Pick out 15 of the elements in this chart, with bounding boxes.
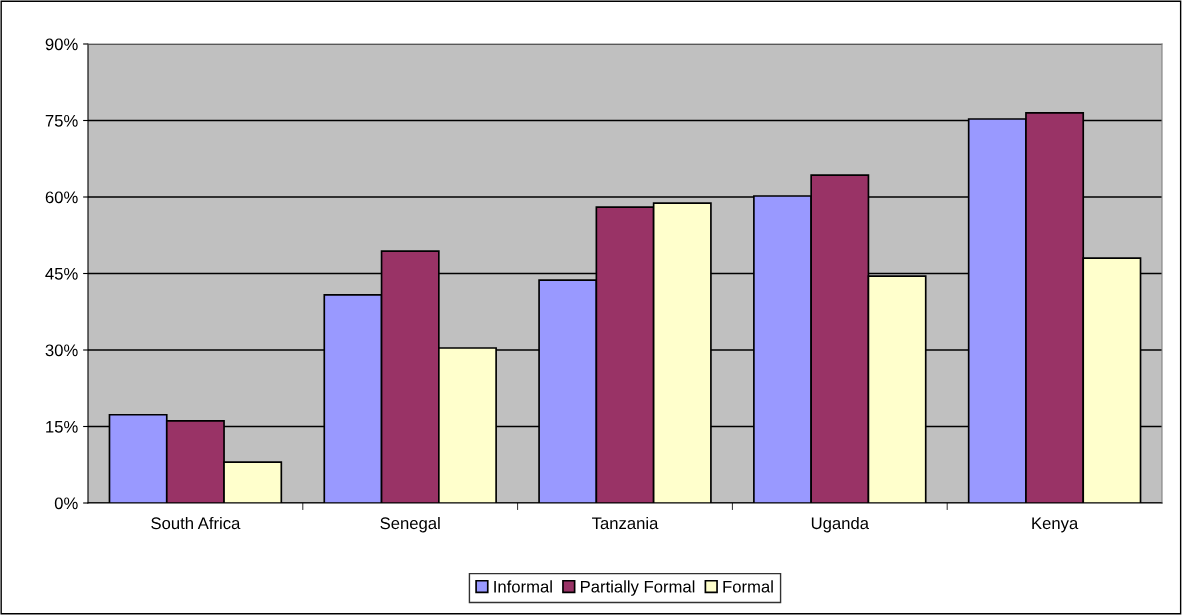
x-tick-label: Senegal: [380, 516, 440, 533]
legend-label: Informal: [494, 580, 552, 593]
y-tick-label: 0%: [54, 497, 78, 510]
x-tick-label: South Africa: [151, 516, 241, 530]
y-tick-label: 90%: [45, 38, 78, 51]
legend-label: Formal: [723, 580, 773, 593]
legend-label: Partially Formal: [581, 580, 695, 596]
x-tick-label: Tanzania: [592, 516, 659, 530]
y-tick-label: 45%: [45, 267, 78, 280]
x-tick-label: Kenya: [1032, 517, 1079, 533]
y-tick-label: 75%: [45, 114, 78, 127]
y-tick-label: 15%: [46, 420, 78, 433]
x-tick-label: Uganda: [811, 516, 869, 533]
y-tick-label: 60%: [45, 191, 78, 204]
y-tick-label: 30%: [45, 344, 78, 357]
